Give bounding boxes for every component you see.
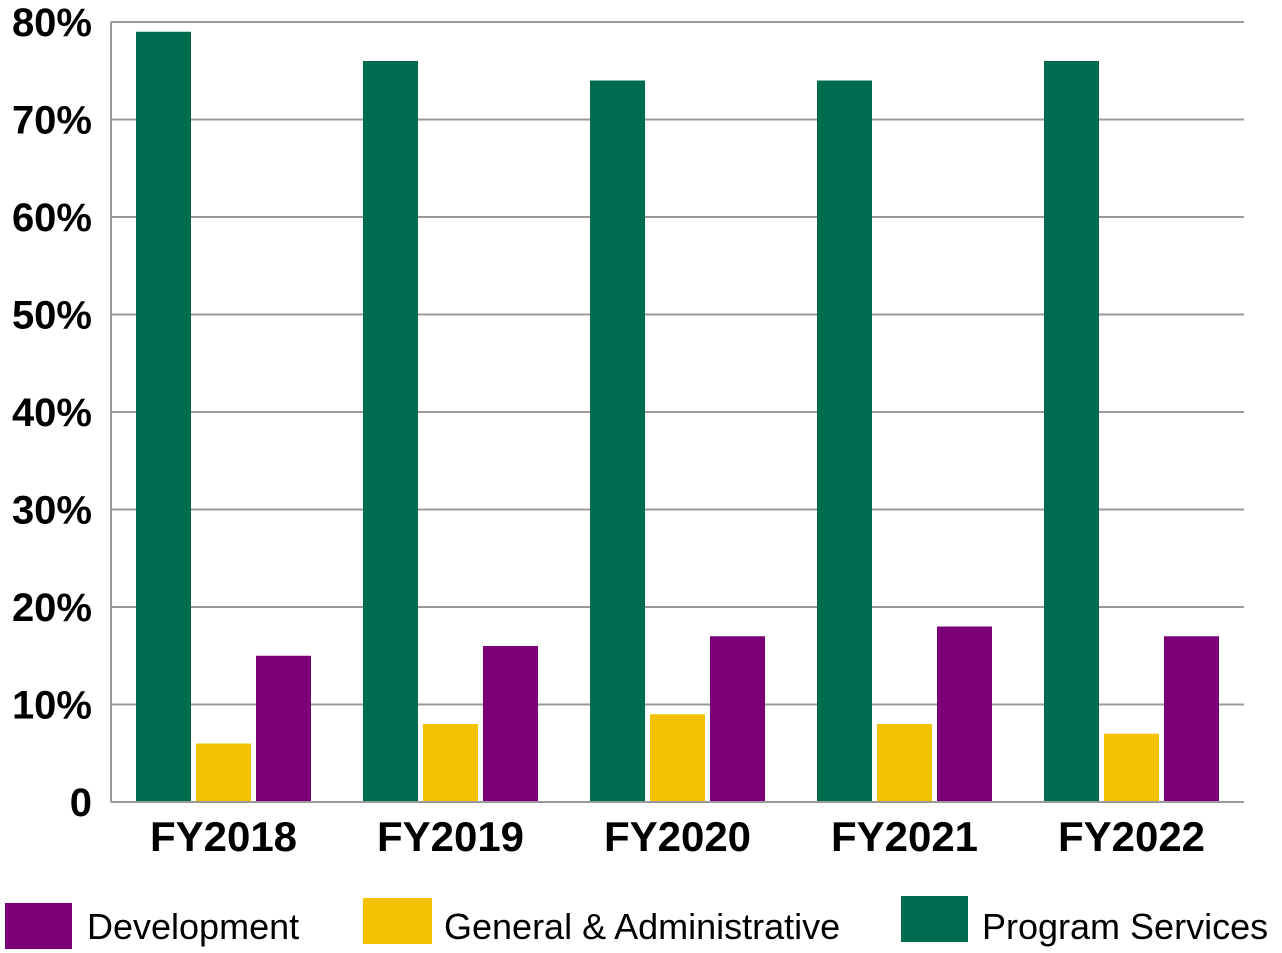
y-tick-label: 10%: [12, 684, 92, 728]
y-tick-label: 60%: [12, 196, 92, 240]
legend-swatch: [901, 896, 968, 942]
bar-general-administrative-fy2021: [877, 724, 932, 802]
bar-development-fy2022: [1164, 636, 1219, 802]
x-category-label: FY2019: [377, 813, 524, 860]
bar-general-administrative-fy2018: [196, 743, 251, 802]
y-tick-label: 0: [70, 781, 92, 825]
bar-general-administrative-fy2022: [1104, 733, 1159, 802]
bars: [136, 31, 1219, 802]
x-category-label: FY2018: [150, 813, 297, 860]
bar-program-services-fy2021: [817, 80, 872, 802]
legend-label: Development: [87, 906, 299, 947]
y-tick-label: 50%: [12, 294, 92, 338]
legend-swatch: [363, 898, 432, 944]
bar-program-services-fy2022: [1044, 61, 1099, 802]
legend-swatch: [5, 903, 72, 949]
bar-program-services-fy2019: [363, 61, 418, 802]
bar-general-administrative-fy2019: [423, 724, 478, 802]
y-tick-label: 40%: [12, 391, 92, 435]
bar-development-fy2020: [710, 636, 765, 802]
y-tick-labels: 0 10% 20% 30% 40% 50% 60% 70% 80%: [12, 1, 92, 825]
bar-program-services-fy2020: [590, 80, 645, 802]
x-category-labels: FY2018 FY2019 FY2020 FY2021 FY2022: [150, 813, 1205, 860]
x-category-label: FY2022: [1058, 813, 1205, 860]
bar-development-fy2021: [937, 626, 992, 802]
x-category-label: FY2020: [604, 813, 751, 860]
legend-label: Program Services: [982, 906, 1268, 947]
bar-general-administrative-fy2020: [650, 714, 705, 802]
bar-development-fy2018: [256, 655, 311, 802]
axes: [110, 22, 1244, 803]
bar-development-fy2019: [483, 646, 538, 802]
legend-label: General & Administrative: [444, 906, 840, 947]
y-tick-label: 80%: [12, 1, 92, 45]
y-tick-label: 70%: [12, 99, 92, 143]
legend: Development General & Administrative Progr…: [5, 896, 1268, 949]
y-tick-label: 20%: [12, 586, 92, 630]
y-tick-label: 30%: [12, 489, 92, 533]
bar-program-services-fy2018: [136, 31, 191, 802]
x-category-label: FY2021: [831, 813, 978, 860]
gridlines: [111, 21, 1244, 706]
